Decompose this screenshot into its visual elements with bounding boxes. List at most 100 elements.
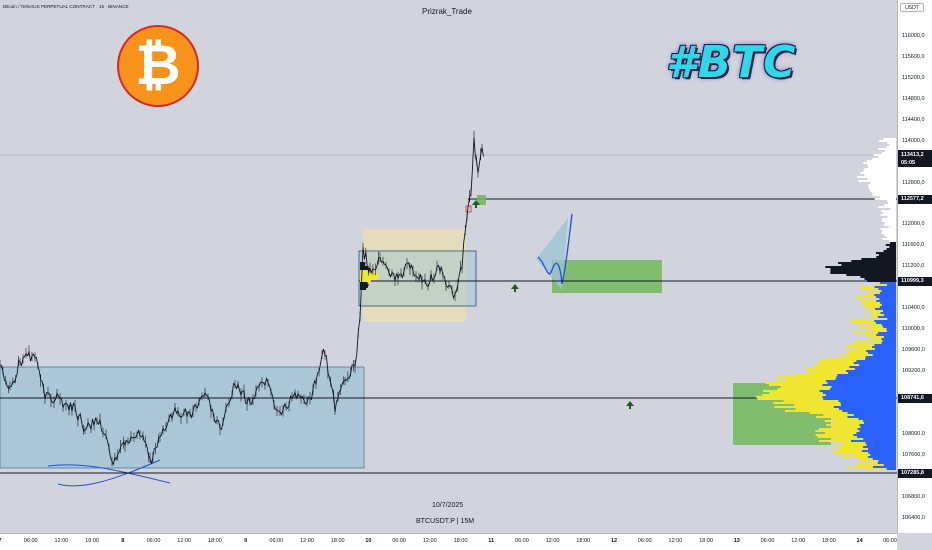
volume-profile-bar (830, 270, 896, 272)
price-tick: 111600,0 (902, 242, 925, 248)
volume-profile-bar (825, 380, 896, 382)
time-tick: 06:00 (269, 538, 284, 544)
volume-profile-bar-yellow (862, 302, 881, 304)
price-tick: 115600,0 (902, 54, 925, 60)
volume-profile-bar (873, 466, 896, 468)
volume-profile-bar (830, 268, 896, 270)
volume-profile-bar-yellow (870, 316, 878, 318)
volume-profile-bar-yellow (863, 304, 882, 306)
price-tick: 112000,0 (902, 221, 925, 227)
volume-profile-bar (859, 424, 896, 426)
volume-profile-bar (872, 158, 896, 160)
volume-profile-bar-yellow (872, 312, 881, 314)
volume-profile-bar (878, 254, 896, 256)
price-tick: 114000,0 (902, 138, 925, 144)
volume-profile-bar (882, 340, 896, 342)
volume-profile-bar (863, 162, 896, 164)
volume-profile-bar (886, 284, 896, 286)
arrow-up-1 (472, 200, 480, 208)
volume-profile-bar (879, 306, 896, 308)
volume-profile-bar-yellow (839, 354, 873, 356)
volume-profile-bar-yellow (776, 380, 826, 382)
volume-profile-bar (881, 342, 896, 344)
volume-profile-bar-yellow (865, 328, 887, 330)
volume-profile-bar (881, 338, 896, 340)
volume-profile-bar (868, 166, 896, 168)
volume-profile-bar (848, 372, 896, 374)
bitcoin-symbol: ₿ (135, 33, 181, 98)
volume-profile-bar-yellow (819, 428, 858, 430)
volume-profile-bar-yellow (841, 456, 868, 458)
volume-profile-bar (890, 242, 896, 244)
session-profile-bar (360, 268, 371, 270)
volume-profile-bar (870, 182, 896, 184)
volume-profile-bar (874, 286, 896, 288)
volume-profile-bar (836, 376, 896, 378)
volume-profile-bar (881, 304, 896, 306)
volume-profile-bar (876, 256, 896, 258)
symbol-title: Bitcoin / TetherUS PERPETUAL CONTRACT · … (3, 4, 129, 9)
volume-profile-bar (887, 216, 896, 218)
volume-profile-bar (881, 290, 896, 292)
price-tick: 111200,0 (902, 263, 925, 269)
volume-profile-bar-yellow (774, 406, 834, 408)
accumulation-inner-box (358, 250, 477, 307)
time-tick: 12 (610, 538, 618, 544)
volume-profile-bar-yellow (832, 418, 859, 420)
volume-profile-bar-yellow (845, 346, 872, 348)
time-tick: 18:00 (822, 538, 836, 544)
volume-profile-bar-yellow (855, 296, 877, 298)
volume-profile-bar (863, 170, 896, 172)
volume-profile-bar-yellow (809, 412, 848, 414)
volume-profile-bar (866, 350, 896, 352)
time-tick: 9 (244, 538, 248, 544)
volume-profile-bar (878, 288, 896, 290)
volume-profile-bar (886, 248, 896, 250)
volume-profile-bar-yellow (857, 326, 884, 328)
volume-profile-bar (856, 360, 896, 362)
volume-profile-bar-yellow (833, 422, 864, 424)
volume-profile-bar (859, 364, 896, 366)
chart-plot-area[interactable]: Bitcoin / TetherUS PERPETUAL CONTRACT · … (0, 0, 897, 533)
volume-profile-bar-yellow (875, 338, 882, 340)
price-tick: 114400,0 (902, 117, 925, 123)
volume-profile-bar (880, 214, 896, 216)
time-axis[interactable]: 7 06:00 12:00 18:00 8 06:00 12:00 18:00 9 06:00 12… (0, 533, 897, 550)
volume-profile-bar (841, 404, 896, 406)
volume-profile-bar (880, 228, 896, 230)
volume-profile-bar (865, 358, 896, 360)
volume-profile-bar (876, 300, 896, 302)
time-tick: 18:00 (576, 538, 591, 544)
time-tick: 06:00 (146, 538, 161, 544)
range-box-lower (0, 366, 365, 469)
volume-profile-bar-yellow (818, 362, 854, 364)
volume-profile-bar (868, 452, 896, 454)
price-axis[interactable]: USDT 116000,0 115600,0 115200,0 114800,0… (897, 0, 932, 533)
volume-profile-bar (838, 262, 896, 264)
volume-profile-bar (887, 200, 896, 202)
volume-profile-bar (879, 196, 896, 198)
author-name: Prizrak_Trade (422, 7, 472, 16)
volume-profile-bar-yellow (824, 420, 863, 422)
volume-profile-bar (886, 328, 896, 330)
volume-profile-bar (864, 174, 896, 176)
volume-profile-bar (842, 410, 896, 412)
volume-profile-bar (861, 450, 896, 452)
currency-tag[interactable]: USDT (900, 3, 924, 12)
volume-profile-bar (870, 454, 896, 456)
volume-profile-bar (889, 144, 896, 146)
volume-profile-bar-yellow (848, 352, 868, 354)
volume-profile-bar-yellow (785, 410, 843, 412)
volume-profile-bar (874, 344, 896, 346)
volume-profile-bar-yellow (874, 342, 882, 344)
volume-profile-bar-yellow (853, 322, 876, 324)
volume-profile-bar (883, 464, 896, 466)
volume-profile-bar-yellow (810, 372, 848, 374)
btc-hashtag-overlay: #BTC (666, 37, 797, 88)
time-tick: 06:00 (392, 538, 406, 544)
marker-green-box (477, 195, 486, 205)
volume-profile-bar (867, 456, 896, 458)
price-tick: 112800,0 (902, 180, 925, 186)
volume-profile-bar (874, 198, 896, 200)
